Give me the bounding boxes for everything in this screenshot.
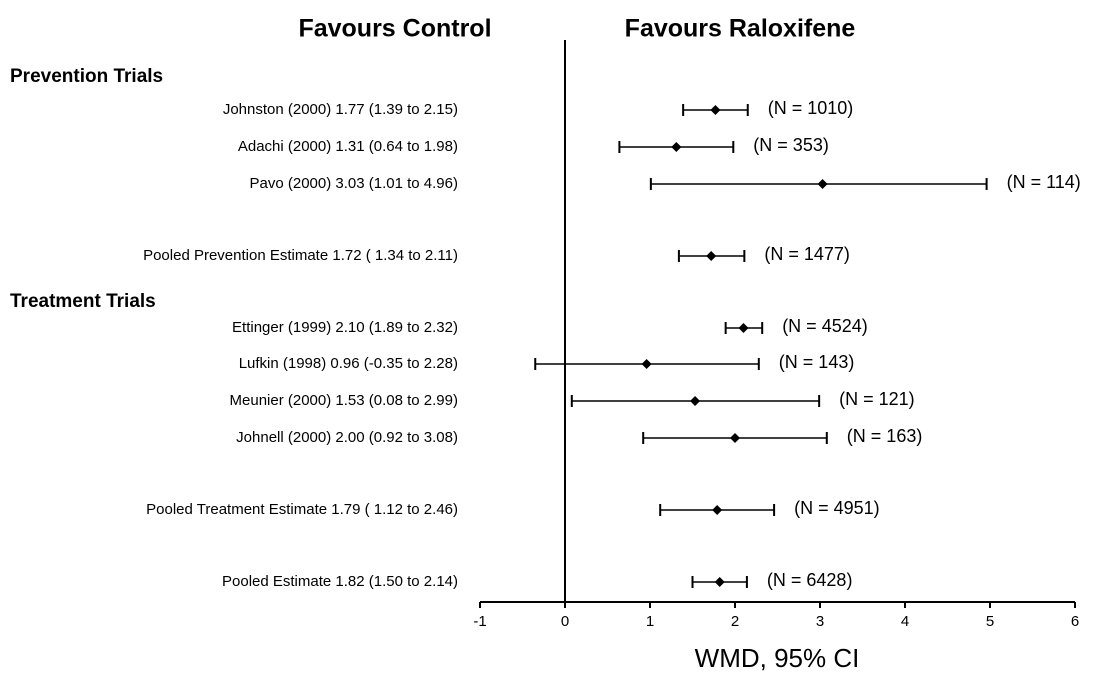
- n-label: (N = 114): [1007, 172, 1081, 192]
- n-label: (N = 1477): [764, 244, 850, 264]
- estimate-marker: [641, 359, 652, 369]
- x-tick-label: -1: [473, 613, 486, 630]
- estimate-marker: [730, 433, 740, 443]
- estimate-marker: [706, 251, 717, 261]
- x-tick-label: 6: [1071, 613, 1079, 630]
- row-label: Johnston (2000) 1.77 (1.39 to 2.15): [223, 101, 458, 118]
- x-axis-title: WMD, 95% CI: [695, 643, 860, 673]
- row-label: Adachi (2000) 1.31 (0.64 to 1.98): [238, 138, 458, 155]
- row-label: Pavo (2000) 3.03 (1.01 to 4.96): [250, 175, 458, 192]
- n-label: (N = 353): [753, 135, 829, 155]
- estimate-marker: [817, 179, 828, 189]
- x-tick-label: 0: [561, 613, 569, 630]
- section-heading: Prevention Trials: [10, 66, 163, 87]
- right-title: Favours Raloxifene: [625, 15, 856, 43]
- left-title: Favours Control: [298, 15, 491, 43]
- n-label: (N = 6428): [767, 570, 853, 590]
- row-label: Lufkin (1998) 0.96 (-0.35 to 2.28): [239, 355, 458, 372]
- x-tick-label: 2: [731, 613, 739, 630]
- row-label: Pooled Estimate 1.82 (1.50 to 2.14): [222, 573, 458, 590]
- n-label: (N = 1010): [768, 98, 854, 118]
- estimate-marker: [738, 323, 749, 333]
- estimate-marker: [671, 142, 682, 152]
- n-label: (N = 121): [839, 389, 915, 409]
- row-label: Pooled Prevention Estimate 1.72 ( 1.34 t…: [143, 247, 458, 264]
- n-label: (N = 4524): [782, 316, 868, 336]
- x-tick-label: 1: [646, 613, 654, 630]
- section-heading: Treatment Trials: [10, 291, 156, 312]
- x-tick-label: 4: [901, 613, 909, 630]
- n-label: (N = 143): [779, 352, 855, 372]
- row-label: Johnell (2000) 2.00 (0.92 to 3.08): [236, 429, 458, 446]
- estimate-marker: [712, 505, 723, 515]
- x-tick-label: 5: [986, 613, 994, 630]
- row-label: Pooled Treatment Estimate 1.79 ( 1.12 to…: [146, 501, 458, 518]
- row-label: Ettinger (1999) 2.10 (1.89 to 2.32): [232, 319, 458, 336]
- estimate-marker: [714, 577, 725, 587]
- row-label: Meunier (2000) 1.53 (0.08 to 2.99): [230, 392, 458, 409]
- n-label: (N = 163): [847, 426, 923, 446]
- n-label: (N = 4951): [794, 498, 880, 518]
- x-tick-label: 3: [816, 613, 824, 630]
- estimate-marker: [690, 396, 701, 406]
- estimate-marker: [710, 105, 721, 115]
